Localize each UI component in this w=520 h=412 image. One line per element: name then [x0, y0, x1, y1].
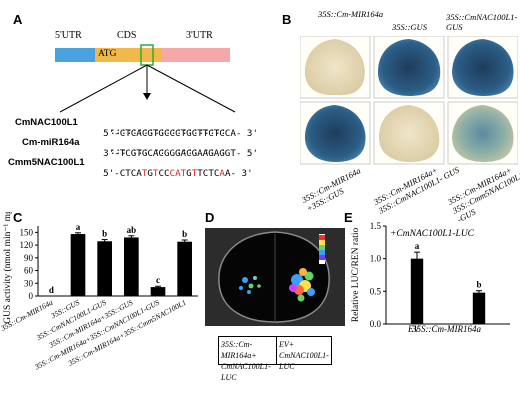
right-arrow-line	[146, 64, 236, 113]
leaf-top-2	[373, 36, 445, 99]
seq-segment: CTCA	[119, 168, 142, 179]
significance-letter: b	[182, 229, 187, 239]
seq-segment: G	[186, 168, 192, 179]
bar	[150, 287, 166, 296]
down-arrow-head	[143, 93, 151, 100]
seq-segment: CAT	[169, 168, 187, 179]
bar	[177, 241, 192, 296]
significance-letter: c	[156, 275, 160, 285]
y-tick-label: 120	[20, 240, 34, 250]
leaf-bottom-1	[300, 101, 371, 165]
category-label: EV	[407, 324, 420, 334]
leaf-bottom-3	[447, 101, 518, 165]
b-top-label-1: 35S::Cm-MIR164a	[318, 9, 384, 19]
utr5-label: 5'UTR	[55, 30, 82, 41]
y-tick-label: 1.5	[370, 221, 382, 231]
luc-imaging	[205, 228, 345, 326]
utr5-box	[55, 48, 95, 62]
luc-signal-right	[289, 268, 315, 302]
seq-segment: TCTC	[197, 168, 220, 179]
significance-letter: b	[476, 280, 481, 290]
significance-letter: a	[415, 241, 420, 251]
significance-letter: a	[76, 222, 81, 232]
luc-caption-right: EV+ CmNAC100L1-LUC	[279, 340, 329, 371]
luc-caption-left: 35S::Cm-MIR164a+ CmNAC100L1-LUC	[221, 340, 271, 382]
chart-title: +CmNAC100L1-LUC	[390, 229, 475, 239]
y-tick-label: 60	[24, 266, 34, 276]
seq-name-3: Cmm5NAC100L1	[8, 157, 85, 168]
panel-a-label: A	[13, 12, 23, 27]
seq-row-1: 5'-CTCACGTGCCCTGCTTCTCCA- 3'	[103, 128, 258, 139]
panel-d-label: D	[205, 210, 215, 225]
bar	[472, 292, 486, 324]
b-top-label-3: 35S::CmNAC100L1-GUS	[446, 12, 518, 32]
leaf-staining-grid	[300, 36, 518, 165]
y-tick-label: 0	[29, 291, 34, 301]
bar	[124, 237, 139, 296]
leaf-bottom-2	[373, 101, 445, 165]
seq-segment: A	[219, 168, 225, 179]
seq-segment: T	[191, 168, 198, 179]
y-tick-label: 90	[24, 253, 34, 263]
cds-box	[95, 48, 162, 62]
atg-label: ATG	[98, 49, 117, 59]
leaf-top-3	[447, 36, 518, 99]
seq-segment: A	[224, 168, 231, 179]
gus-activity-chart: 0306090120150d35S::Cm-MIR164aa35S::GUSb3…	[0, 212, 198, 372]
panel-c-label: C	[13, 210, 23, 225]
seq-name-1: CmNAC100L1	[15, 117, 78, 128]
y-tick-label: 0.0	[370, 319, 382, 329]
luc-caption-box: 35S::Cm-MIR164a+ CmNAC100L1-LUC EV+ CmNA…	[218, 336, 332, 382]
seq-segment: T	[141, 168, 148, 179]
seq-segment: TCGTGCACGGGACGAAGAGGT	[119, 148, 236, 159]
panel-b-label: B	[282, 12, 292, 27]
seq-segment: CTCACGTGCCCTGCTTCTCCA	[119, 128, 236, 139]
pairing-row-2: ::: ::: :: :::: :: :	[110, 146, 227, 157]
significance-letter: b	[102, 229, 107, 239]
y-axis-label: GUS activity (nmol min⁻¹ mg⁻¹)	[2, 212, 13, 324]
pairing-row-1: :::::::::::::::::::::	[110, 126, 227, 137]
seq-row-3: 5'-CTCATGTCCCATGTTCTCAA- 3'	[103, 168, 253, 179]
y-tick-label: 1.0	[370, 254, 382, 264]
category-label: 35S::Cm-MIR164a	[411, 324, 481, 334]
caption-divider	[276, 337, 277, 364]
seq-row-2: 3'-TCGTGCACGGGACGAAGAGGT- 5'	[103, 148, 258, 159]
y-tick-label: 0.5	[370, 286, 382, 296]
seq-name-2: Cm-miR164a	[22, 137, 80, 148]
cds-label: CDS	[117, 30, 137, 41]
leaf-top-1	[300, 36, 371, 99]
seq-segment: CC	[158, 168, 170, 179]
seq-segment: G	[147, 168, 153, 179]
y-tick-label: 30	[24, 278, 34, 288]
y-tick-label: 150	[20, 227, 34, 237]
b-top-label-2: 35S::GUS	[392, 22, 427, 32]
b-bottom-label-1: 35S::Cm-MIR164a +35S::GUS	[300, 165, 363, 214]
color-scale-bar	[319, 234, 325, 264]
utr3-label: 3'UTR	[186, 30, 213, 41]
utr3-box	[162, 48, 230, 62]
gene-structure-diagram	[55, 44, 236, 113]
panel-e-label: E	[344, 210, 353, 225]
bar	[410, 258, 424, 324]
significance-letter: d	[49, 285, 54, 295]
significance-letter: ab	[127, 225, 137, 235]
left-arrow-line	[59, 64, 148, 113]
y-axis-label: Relative LUC/REN ratio	[351, 228, 361, 323]
bar	[97, 241, 112, 296]
bar	[70, 234, 86, 296]
seq-segment: T	[152, 168, 159, 179]
luc-signal-left	[239, 276, 261, 294]
